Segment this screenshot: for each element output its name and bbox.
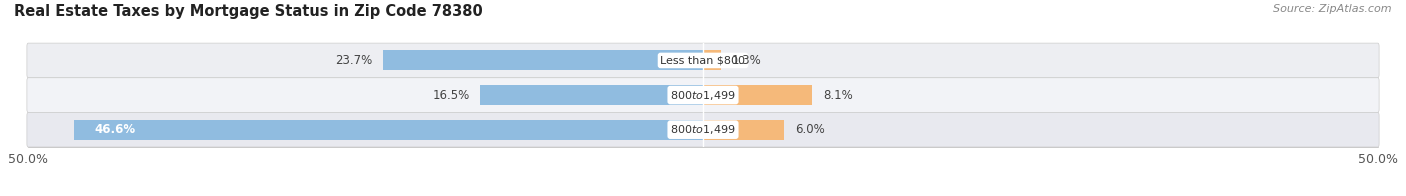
Bar bbox=[703, 85, 813, 105]
Bar bbox=[703, 50, 720, 71]
FancyBboxPatch shape bbox=[27, 78, 1379, 112]
Bar bbox=[75, 120, 703, 140]
Bar bbox=[481, 85, 703, 105]
Text: Real Estate Taxes by Mortgage Status in Zip Code 78380: Real Estate Taxes by Mortgage Status in … bbox=[14, 4, 482, 19]
Text: $800 to $1,499: $800 to $1,499 bbox=[671, 123, 735, 136]
Text: 6.0%: 6.0% bbox=[794, 123, 824, 136]
Text: Source: ZipAtlas.com: Source: ZipAtlas.com bbox=[1274, 4, 1392, 14]
Bar bbox=[703, 120, 785, 140]
Text: 46.6%: 46.6% bbox=[94, 123, 135, 136]
Text: 1.3%: 1.3% bbox=[731, 54, 761, 67]
FancyBboxPatch shape bbox=[27, 112, 1379, 147]
Text: 23.7%: 23.7% bbox=[335, 54, 373, 67]
FancyBboxPatch shape bbox=[27, 43, 1379, 78]
Text: 16.5%: 16.5% bbox=[432, 89, 470, 102]
Text: $800 to $1,499: $800 to $1,499 bbox=[671, 89, 735, 102]
Bar bbox=[382, 50, 703, 71]
Text: 8.1%: 8.1% bbox=[823, 89, 853, 102]
Text: Less than $800: Less than $800 bbox=[661, 55, 745, 65]
